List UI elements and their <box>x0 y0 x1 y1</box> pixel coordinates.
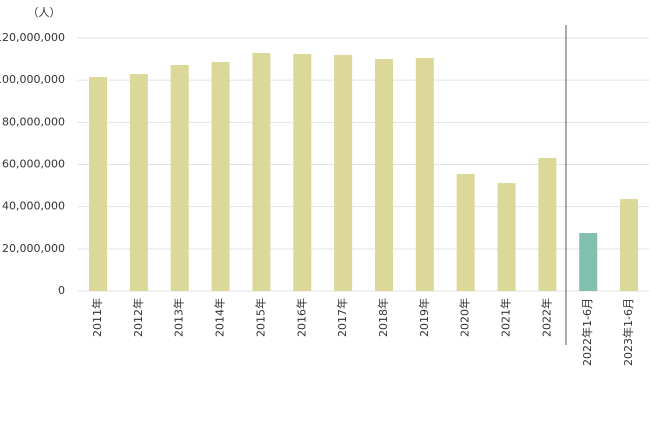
bar <box>129 74 148 292</box>
bar <box>579 233 598 291</box>
y-tick-label: 0 <box>58 284 65 297</box>
bar <box>415 58 434 291</box>
y-tick-label: 60,000,000 <box>2 158 65 171</box>
bar <box>374 59 393 292</box>
bar <box>170 64 189 291</box>
x-tick-label: 2014年 <box>213 298 227 337</box>
x-tick-label: 2017年 <box>335 298 349 337</box>
bar <box>89 77 108 291</box>
x-tick-label: 2018年 <box>376 298 390 337</box>
x-tick-label: 2021年 <box>499 298 513 337</box>
x-tick-label: 2023年1-6月 <box>621 298 635 366</box>
x-tick-label: 2022年 <box>539 298 553 337</box>
bar <box>211 62 230 291</box>
bar <box>620 199 639 291</box>
bar <box>334 54 353 291</box>
bar <box>538 157 557 291</box>
bar <box>497 183 516 291</box>
x-tick-label: 2015年 <box>253 298 267 337</box>
x-tick-label: 2012年 <box>131 298 145 337</box>
bar <box>456 173 475 291</box>
y-tick-label: 120,000,000 <box>0 31 65 44</box>
x-tick-label: 2016年 <box>294 298 308 337</box>
x-tick-label: 2013年 <box>172 298 186 337</box>
x-tick-label: 2020年 <box>458 298 472 337</box>
y-tick-label: 80,000,000 <box>2 115 65 128</box>
y-tick-label: 100,000,000 <box>0 73 65 86</box>
x-tick-label: 2019年 <box>417 298 431 337</box>
y-tick-label: 20,000,000 <box>2 242 65 255</box>
bar <box>252 52 271 292</box>
x-tick-label: 2011年 <box>90 298 104 337</box>
x-tick-label: 2022年1-6月 <box>580 298 594 366</box>
bar <box>293 54 312 292</box>
y-tick-label: 40,000,000 <box>2 200 65 213</box>
y-unit: （人） <box>28 6 61 19</box>
